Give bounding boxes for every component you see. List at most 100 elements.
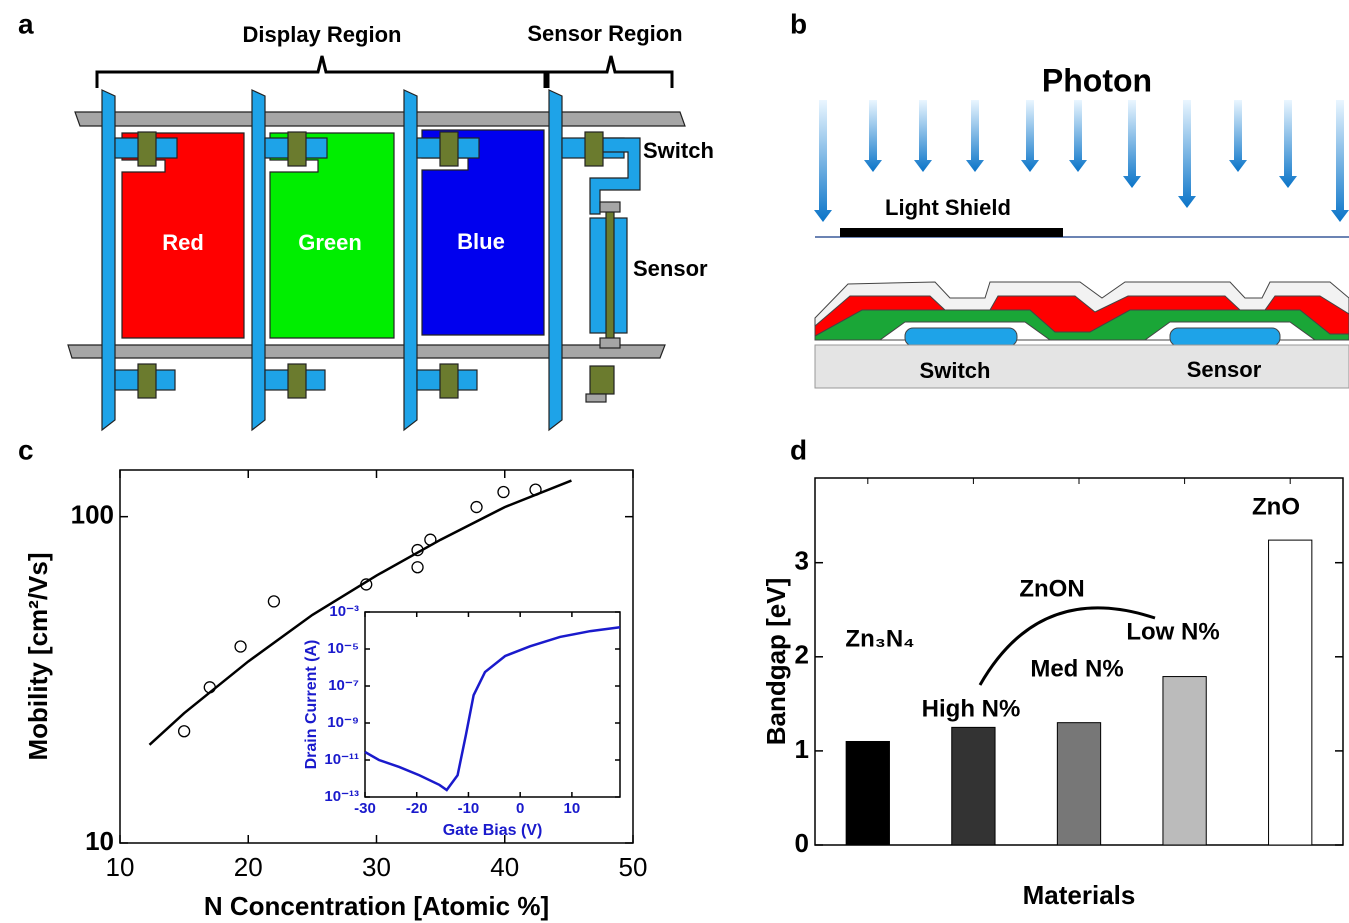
tft-gate <box>584 131 604 167</box>
pixel-label: Green <box>298 230 362 255</box>
x-axis-label: N Concentration [Atomic %] <box>204 891 549 921</box>
bar <box>1268 539 1313 846</box>
light-shield <box>840 228 1063 237</box>
panel-label: c <box>18 434 34 465</box>
data-line <box>101 89 116 432</box>
sensor-label: Sensor <box>633 256 708 281</box>
green-pixel <box>269 132 395 339</box>
region-label: Display Region <box>243 22 402 47</box>
gate-line <box>67 344 666 359</box>
arrow <box>1331 100 1349 222</box>
data-line <box>251 89 266 432</box>
panel-label: d <box>790 434 807 465</box>
data-point <box>411 561 424 574</box>
gate-line <box>74 111 686 127</box>
data-point <box>267 595 281 608</box>
data-line <box>364 626 621 792</box>
arrow <box>1178 100 1196 208</box>
contact <box>585 393 607 403</box>
annotation: ZnO <box>1252 493 1300 520</box>
sensor-link <box>589 137 641 215</box>
red-pixel <box>121 132 245 339</box>
y-axis-label: Mobility [cm²/Vs] <box>23 552 53 760</box>
annotation: ZnON <box>1019 575 1084 602</box>
arrow <box>1021 100 1039 172</box>
data-point <box>177 725 191 738</box>
arrow <box>864 100 882 172</box>
device-label: Switch <box>920 358 991 383</box>
photon-arrows <box>814 100 1349 222</box>
y-tick-label: 10⁻¹¹ <box>324 751 359 768</box>
panel-label: a <box>18 8 34 39</box>
channel <box>904 327 1018 347</box>
inset-background <box>365 612 620 797</box>
y-tick-label: 10⁻⁷ <box>328 677 359 694</box>
x-axis-label: Gate Bias (V) <box>443 822 543 839</box>
x-tick-label: -20 <box>406 800 428 817</box>
panel-a <box>67 55 686 432</box>
pixel-label: Red <box>162 230 204 255</box>
annotation: Zn₃N₄ <box>845 625 914 652</box>
bar <box>1162 676 1207 846</box>
annotation: Med N% <box>1030 655 1123 682</box>
annotation-arc <box>978 606 1156 686</box>
x-tick-label: 10 <box>106 852 135 882</box>
arrow <box>1123 100 1141 188</box>
y-tick-label: 10⁻⁹ <box>327 714 359 731</box>
y-tick-label: 10⁻⁵ <box>327 640 359 657</box>
x-tick-label: 10 <box>564 800 581 817</box>
arrow <box>966 100 984 172</box>
x-tick-label: 40 <box>490 852 519 882</box>
tft-gate <box>439 363 459 399</box>
data-point <box>470 500 483 514</box>
brace <box>95 55 547 88</box>
brace <box>546 55 674 88</box>
arrow <box>914 100 932 172</box>
x-tick-label: 50 <box>619 852 648 882</box>
photon-label: Photon <box>1042 62 1152 98</box>
y-tick-label: 10 <box>85 826 114 856</box>
tft-gate <box>137 363 157 399</box>
tft-gate <box>439 131 459 167</box>
x-tick-label: 30 <box>362 852 391 882</box>
y-axis-label: Drain Current (A) <box>303 640 320 770</box>
x-tick-label: -10 <box>458 800 480 817</box>
y-tick-label: 0 <box>795 828 809 858</box>
y-axis-label: Bandgap [eV] <box>761 578 791 746</box>
tft-gate <box>589 365 615 395</box>
arrow <box>1229 100 1247 172</box>
sensor-electrode <box>605 209 615 341</box>
annotation: Low N% <box>1126 618 1219 645</box>
y-tick-label: 3 <box>795 546 809 576</box>
arrow <box>1279 100 1297 188</box>
tft-gate <box>287 131 307 167</box>
pixel-label: Blue <box>457 229 505 254</box>
substrate <box>814 344 1349 389</box>
tft-gate <box>137 131 157 167</box>
data-point <box>497 485 510 499</box>
tft-gate <box>287 363 307 399</box>
plot-frame <box>364 611 621 798</box>
bar <box>1056 722 1102 846</box>
y-tick-label: 1 <box>795 734 809 764</box>
bar <box>845 740 890 846</box>
annotation: High N% <box>922 695 1021 722</box>
y-tick-label: 10⁻³ <box>329 603 359 620</box>
arrow <box>814 100 832 222</box>
x-axis-label: Materials <box>1023 880 1136 910</box>
layer-stack <box>814 281 1349 347</box>
x-tick-label: -30 <box>354 800 376 817</box>
x-tick-label: 0 <box>516 800 524 817</box>
y-tick-label: 10⁻¹³ <box>324 788 359 805</box>
switch-label: Switch <box>643 138 714 163</box>
y-tick-label: 2 <box>795 640 809 670</box>
shield-label: Light Shield <box>885 195 1011 220</box>
contact <box>599 201 621 213</box>
bar <box>951 726 996 846</box>
device-label: Sensor <box>1187 357 1262 382</box>
panel-label: b <box>790 8 807 39</box>
region-label: Sensor Region <box>527 21 682 46</box>
data-line <box>403 89 418 432</box>
